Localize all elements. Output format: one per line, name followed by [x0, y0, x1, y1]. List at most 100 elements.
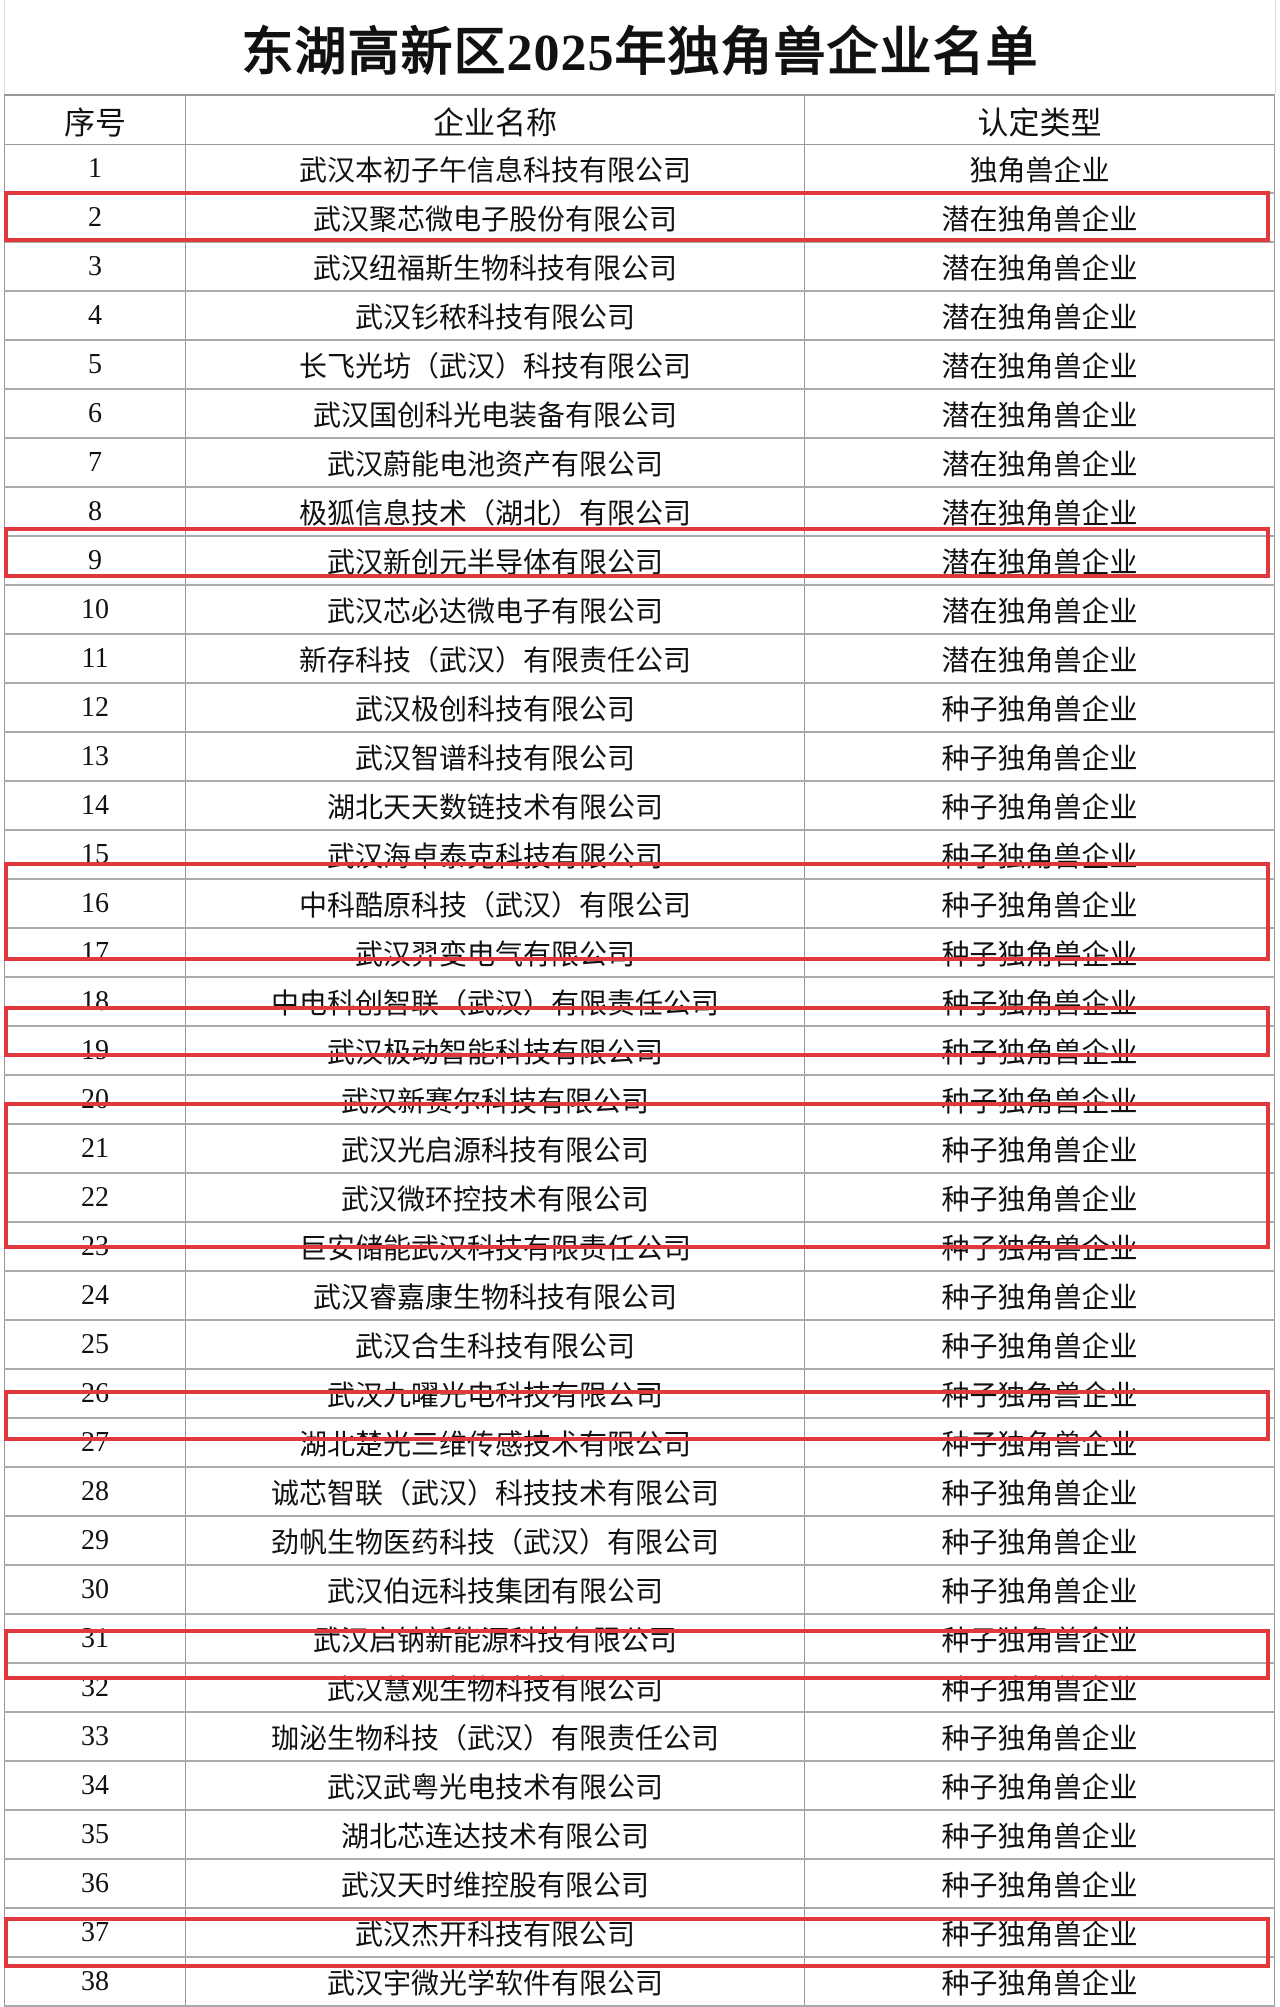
cell-index: 29 [4, 1515, 186, 1566]
table-row: 6 武汉国创科光电装备有限公司 潜在独角兽企业 [4, 388, 1275, 439]
cell-index: 22 [4, 1172, 186, 1223]
cell-company-name: 湖北天天数链技术有限公司 [185, 780, 805, 831]
cell-index: 1 [4, 144, 186, 194]
cell-company-name: 武汉极创科技有限公司 [185, 682, 805, 733]
table-row: 34 武汉武粤光电技术有限公司 种子独角兽企业 [4, 1760, 1275, 1811]
cell-index: 26 [4, 1368, 186, 1419]
unicorn-company-table: 序号 企业名称 认定类型 1 武汉本初子午信息科技有限公司 独角兽企业 2 武汉聚芯微电… [4, 94, 1275, 2007]
cell-index: 31 [4, 1613, 186, 1664]
table-row: 24 武汉睿嘉康生物科技有限公司 种子独角兽企业 [4, 1270, 1275, 1321]
cell-type: 种子独角兽企业 [804, 1466, 1275, 1517]
cell-type: 种子独角兽企业 [804, 1564, 1275, 1615]
cell-index: 23 [4, 1221, 186, 1272]
cell-company-name: 武汉海卓泰克科技有限公司 [185, 829, 805, 880]
table-row: 17 武汉羿变电气有限公司 种子独角兽企业 [4, 927, 1275, 978]
cell-type: 种子独角兽企业 [804, 1368, 1275, 1419]
cell-index: 28 [4, 1466, 186, 1517]
cell-company-name: 武汉纽福斯生物科技有限公司 [185, 241, 805, 292]
cell-index: 12 [4, 682, 186, 733]
table-row: 2 武汉聚芯微电子股份有限公司 潜在独角兽企业 [4, 192, 1275, 243]
cell-type: 种子独角兽企业 [804, 1025, 1275, 1076]
cell-company-name: 武汉光启源科技有限公司 [185, 1123, 805, 1174]
table-row: 14 湖北天天数链技术有限公司 种子独角兽企业 [4, 780, 1275, 831]
cell-type: 种子独角兽企业 [804, 1858, 1275, 1909]
table-row: 33 珈泌生物科技（武汉）有限责任公司 种子独角兽企业 [4, 1711, 1275, 1762]
cell-index: 38 [4, 1956, 186, 2007]
cell-company-name: 武汉国创科光电装备有限公司 [185, 388, 805, 439]
cell-index: 35 [4, 1809, 186, 1860]
cell-type: 种子独角兽企业 [804, 1123, 1275, 1174]
cell-index: 30 [4, 1564, 186, 1615]
table-row: 3 武汉纽福斯生物科技有限公司 潜在独角兽企业 [4, 241, 1275, 292]
cell-type: 种子独角兽企业 [804, 1319, 1275, 1370]
cell-type: 潜在独角兽企业 [804, 535, 1275, 586]
cell-type: 种子独角兽企业 [804, 1760, 1275, 1811]
table-row: 10 武汉芯必达微电子有限公司 潜在独角兽企业 [4, 584, 1275, 635]
cell-type: 种子独角兽企业 [804, 1270, 1275, 1321]
cell-type: 独角兽企业 [804, 144, 1275, 194]
cell-index: 6 [4, 388, 186, 439]
cell-company-name: 新存科技（武汉）有限责任公司 [185, 633, 805, 684]
table-row: 15 武汉海卓泰克科技有限公司 种子独角兽企业 [4, 829, 1275, 880]
cell-company-name: 武汉宇微光学软件有限公司 [185, 1956, 805, 2007]
table-row: 12 武汉极创科技有限公司 种子独角兽企业 [4, 682, 1275, 733]
cell-index: 16 [4, 878, 186, 929]
cell-company-name: 武汉极动智能科技有限公司 [185, 1025, 805, 1076]
cell-company-name: 武汉新赛尔科技有限公司 [185, 1074, 805, 1125]
table-row: 16 中科酷原科技（武汉）有限公司 种子独角兽企业 [4, 878, 1275, 929]
cell-index: 15 [4, 829, 186, 880]
cell-company-name: 长飞光坊（武汉）科技有限公司 [185, 339, 805, 390]
table-row: 22 武汉微环控技术有限公司 种子独角兽企业 [4, 1172, 1275, 1223]
table-row: 35 湖北芯连达技术有限公司 种子独角兽企业 [4, 1809, 1275, 1860]
cell-type: 种子独角兽企业 [804, 927, 1275, 978]
table-row: 36 武汉天时维控股有限公司 种子独角兽企业 [4, 1858, 1275, 1909]
cell-type: 种子独角兽企业 [804, 1711, 1275, 1762]
table-row: 8 极狐信息技术（湖北）有限公司 潜在独角兽企业 [4, 486, 1275, 537]
cell-index: 34 [4, 1760, 186, 1811]
cell-company-name: 劲帆生物医药科技（武汉）有限公司 [185, 1515, 805, 1566]
cell-type: 潜在独角兽企业 [804, 192, 1275, 243]
table-row: 30 武汉伯远科技集团有限公司 种子独角兽企业 [4, 1564, 1275, 1615]
table-row: 11 新存科技（武汉）有限责任公司 潜在独角兽企业 [4, 633, 1275, 684]
cell-index: 21 [4, 1123, 186, 1174]
cell-index: 2 [4, 192, 186, 243]
cell-company-name: 武汉聚芯微电子股份有限公司 [185, 192, 805, 243]
cell-index: 5 [4, 339, 186, 390]
cell-type: 潜在独角兽企业 [804, 241, 1275, 292]
table-row: 37 武汉杰开科技有限公司 种子独角兽企业 [4, 1907, 1275, 1958]
cell-company-name: 武汉伯远科技集团有限公司 [185, 1564, 805, 1615]
header-type: 认定类型 [804, 94, 1275, 145]
cell-type: 种子独角兽企业 [804, 731, 1275, 782]
cell-index: 9 [4, 535, 186, 586]
table-row: 26 武汉九曜光电科技有限公司 种子独角兽企业 [4, 1368, 1275, 1419]
table-row: 21 武汉光启源科技有限公司 种子独角兽企业 [4, 1123, 1275, 1174]
cell-company-name: 诚芯智联（武汉）科技技术有限公司 [185, 1466, 805, 1517]
cell-company-name: 武汉新创元半导体有限公司 [185, 535, 805, 586]
cell-company-name: 珈泌生物科技（武汉）有限责任公司 [185, 1711, 805, 1762]
cell-company-name: 武汉本初子午信息科技有限公司 [185, 144, 805, 194]
cell-index: 7 [4, 437, 186, 488]
cell-type: 种子独角兽企业 [804, 829, 1275, 880]
cell-company-name: 湖北芯连达技术有限公司 [185, 1809, 805, 1860]
cell-type: 潜在独角兽企业 [804, 339, 1275, 390]
cell-type: 潜在独角兽企业 [804, 633, 1275, 684]
cell-company-name: 巨安储能武汉科技有限责任公司 [185, 1221, 805, 1272]
table-row: 27 湖北楚光三维传感技术有限公司 种子独角兽企业 [4, 1417, 1275, 1468]
cell-index: 3 [4, 241, 186, 292]
cell-index: 37 [4, 1907, 186, 1958]
cell-type: 潜在独角兽企业 [804, 486, 1275, 537]
cell-type: 种子独角兽企业 [804, 1662, 1275, 1713]
cell-company-name: 武汉芯必达微电子有限公司 [185, 584, 805, 635]
cell-index: 24 [4, 1270, 186, 1321]
cell-company-name: 武汉睿嘉康生物科技有限公司 [185, 1270, 805, 1321]
cell-type: 种子独角兽企业 [804, 1172, 1275, 1223]
cell-company-name: 武汉微环控技术有限公司 [185, 1172, 805, 1223]
page-title: 东湖高新区2025年独角兽企业名单 [4, 0, 1276, 94]
cell-type: 种子独角兽企业 [804, 682, 1275, 733]
cell-company-name: 武汉钐秾科技有限公司 [185, 290, 805, 341]
header-index: 序号 [4, 94, 186, 145]
cell-type: 潜在独角兽企业 [804, 290, 1275, 341]
cell-type: 种子独角兽企业 [804, 976, 1275, 1027]
table-row: 23 巨安储能武汉科技有限责任公司 种子独角兽企业 [4, 1221, 1275, 1272]
table-row: 1 武汉本初子午信息科技有限公司 独角兽企业 [4, 144, 1275, 194]
